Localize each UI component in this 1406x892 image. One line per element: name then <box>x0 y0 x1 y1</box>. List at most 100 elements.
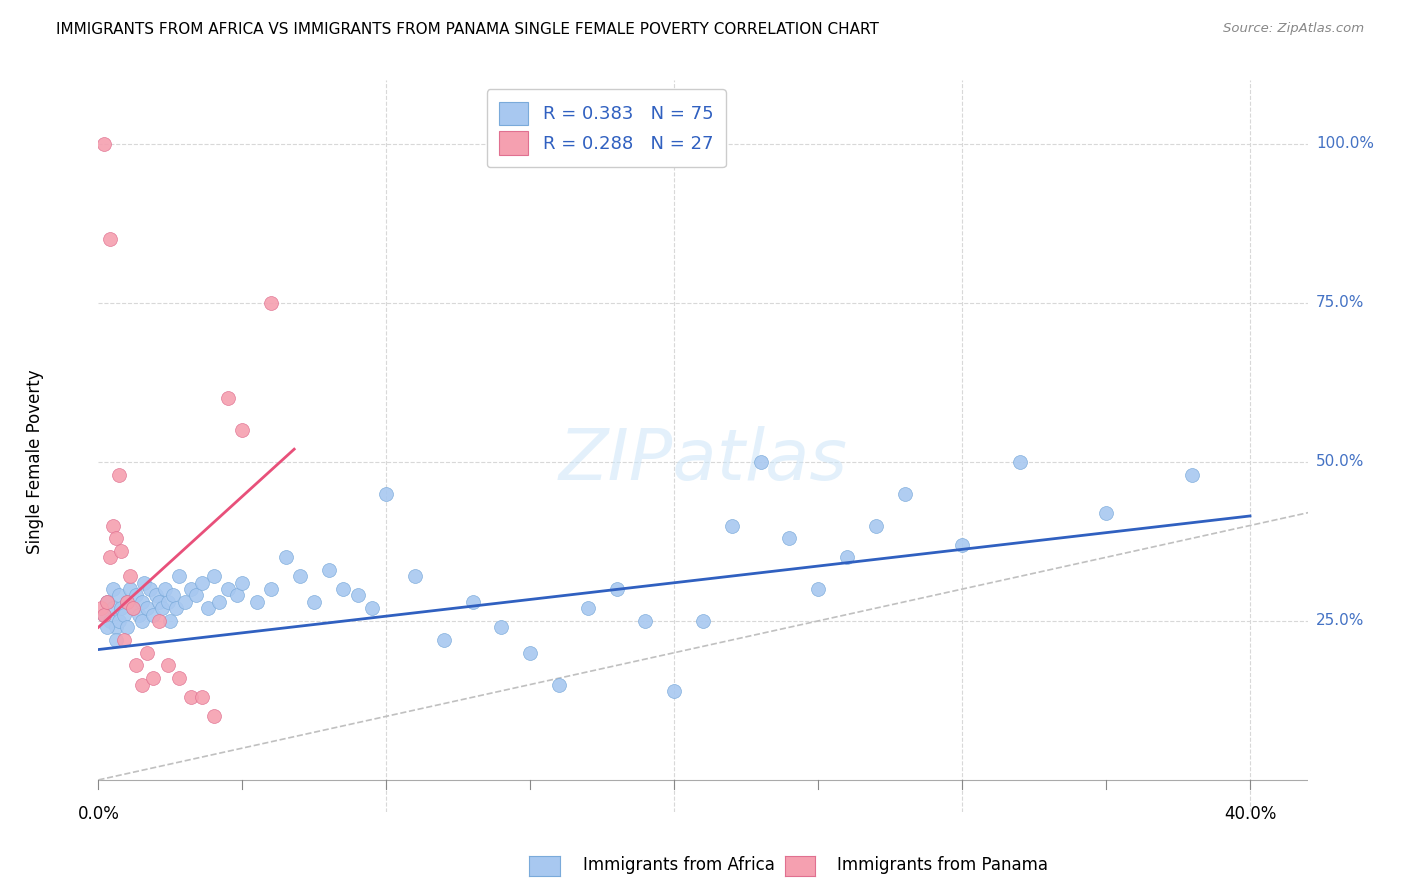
Point <box>104 632 127 647</box>
Point <box>156 658 179 673</box>
Point <box>107 467 129 482</box>
Point <box>115 595 138 609</box>
Point <box>231 423 253 437</box>
Point <box>260 582 283 596</box>
Point <box>96 595 118 609</box>
Point <box>110 544 132 558</box>
Point <box>180 690 202 705</box>
Point <box>165 601 187 615</box>
Point <box>217 392 239 406</box>
Point <box>142 671 165 685</box>
Point <box>288 569 311 583</box>
Point <box>148 614 170 628</box>
Point <box>304 595 326 609</box>
Point <box>120 569 142 583</box>
Point <box>720 518 742 533</box>
Point <box>576 601 599 615</box>
Point <box>361 601 384 615</box>
Point <box>217 582 239 596</box>
Point <box>115 620 138 634</box>
Point <box>93 136 115 151</box>
Point <box>122 601 145 615</box>
Point <box>104 531 127 545</box>
Point <box>112 632 135 647</box>
Point <box>115 595 138 609</box>
Point <box>159 614 181 628</box>
Point <box>167 671 190 685</box>
Point <box>112 607 135 622</box>
Point <box>131 595 153 609</box>
Point <box>136 646 159 660</box>
Text: 40.0%: 40.0% <box>1223 805 1277 823</box>
Point <box>332 582 354 596</box>
Point <box>93 607 115 622</box>
Point <box>404 569 426 583</box>
Point <box>139 582 162 596</box>
Point <box>134 575 156 590</box>
Point <box>606 582 628 596</box>
Point <box>156 595 179 609</box>
Point <box>148 595 170 609</box>
Point <box>491 620 513 634</box>
Point <box>1181 467 1204 482</box>
Text: Immigrants from Panama: Immigrants from Panama <box>837 856 1047 874</box>
Point <box>950 538 973 552</box>
Point <box>125 658 148 673</box>
Point <box>120 582 142 596</box>
Point <box>202 709 225 723</box>
Point <box>208 595 231 609</box>
Point <box>865 518 887 533</box>
Text: Source: ZipAtlas.com: Source: ZipAtlas.com <box>1223 22 1364 36</box>
Point <box>225 589 247 603</box>
Point <box>101 582 124 596</box>
Point <box>807 582 830 596</box>
Point <box>197 601 219 615</box>
Point <box>150 601 173 615</box>
Point <box>173 595 195 609</box>
Point <box>1008 455 1031 469</box>
Point <box>96 595 118 609</box>
Point <box>136 601 159 615</box>
Point <box>98 232 121 246</box>
Point <box>90 601 112 615</box>
Point <box>142 607 165 622</box>
Point <box>101 601 124 615</box>
Text: 75.0%: 75.0% <box>1316 295 1365 310</box>
Text: ZIPatlas: ZIPatlas <box>558 426 848 495</box>
Point <box>145 589 167 603</box>
Point <box>461 595 484 609</box>
Point <box>186 589 208 603</box>
Point <box>893 486 915 500</box>
Point <box>98 550 121 565</box>
Point <box>749 455 772 469</box>
Point <box>107 614 129 628</box>
Point <box>202 569 225 583</box>
Point <box>1095 506 1118 520</box>
Point <box>433 632 456 647</box>
Point <box>191 690 214 705</box>
Point <box>375 486 398 500</box>
Text: 25.0%: 25.0% <box>1316 614 1365 628</box>
Point <box>246 595 269 609</box>
Point <box>260 296 283 310</box>
Point <box>128 607 150 622</box>
Legend: R = 0.383   N = 75, R = 0.288   N = 27: R = 0.383 N = 75, R = 0.288 N = 27 <box>486 89 725 168</box>
Point <box>101 518 124 533</box>
Point <box>167 569 190 583</box>
Point <box>634 614 657 628</box>
Point <box>122 601 145 615</box>
Text: 100.0%: 100.0% <box>1316 136 1374 152</box>
Text: IMMIGRANTS FROM AFRICA VS IMMIGRANTS FROM PANAMA SINGLE FEMALE POVERTY CORRELATI: IMMIGRANTS FROM AFRICA VS IMMIGRANTS FRO… <box>56 22 879 37</box>
Point <box>153 582 176 596</box>
Point <box>231 575 253 590</box>
Point <box>692 614 714 628</box>
Point <box>346 589 368 603</box>
Point <box>548 677 571 691</box>
Point <box>519 646 541 660</box>
Text: 0.0%: 0.0% <box>77 805 120 823</box>
Point <box>778 531 800 545</box>
Point <box>191 575 214 590</box>
Point <box>125 589 148 603</box>
Point <box>162 589 184 603</box>
Text: 50.0%: 50.0% <box>1316 454 1365 469</box>
